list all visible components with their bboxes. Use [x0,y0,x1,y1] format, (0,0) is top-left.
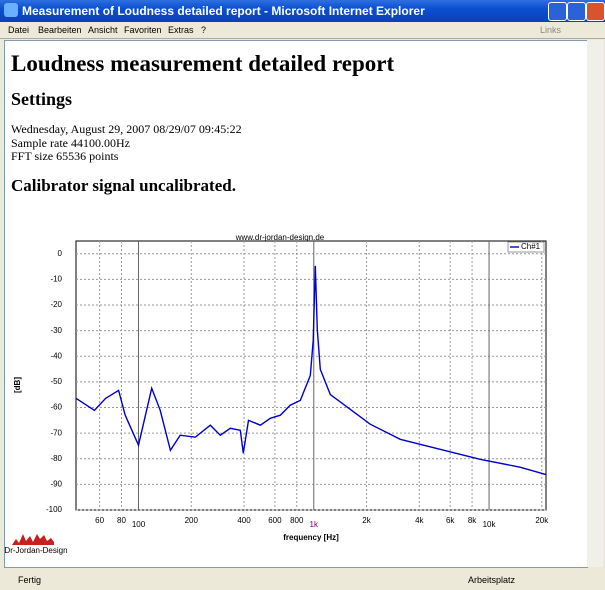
status-bar: Fertig Arbeitsplatz [0,570,605,590]
x-tick-label: 4k [415,516,424,525]
menu-item[interactable]: Extras [168,25,194,35]
y-tick-label: -50 [50,377,62,386]
x-tick-label: 6k [446,516,455,525]
minimize-button[interactable] [548,2,567,21]
x-tick-label: 60 [95,516,104,525]
settings-heading: Settings [11,89,73,109]
x-tick-label: 2k [362,516,371,525]
menu-item[interactable]: Bearbeiten [38,25,82,35]
y-tick-label: -60 [50,403,62,412]
x-tick-label: 200 [185,516,199,525]
legend-label: Ch#1 [521,242,541,251]
x-tick-label: 800 [290,516,304,525]
maximize-button[interactable] [567,2,586,21]
y-tick-label: -10 [50,275,62,284]
x-tick-label: 10k [483,520,497,529]
x-axis-label: frequency [Hz] [283,533,339,542]
menu-item[interactable]: Favoriten [124,25,162,35]
x-tick-label: 20k [535,516,549,525]
settings-line: Wednesday, August 29, 2007 08/29/07 09:4… [11,122,242,136]
x-tick-label: 1k [310,520,319,529]
title-bar: Measurement of Loudness detailed report … [0,0,605,22]
logo-text: Dr-Jordan-Design [4,546,67,555]
chart: www.dr-jordan-design.de frequency [Hz] [… [4,233,549,555]
window-title: Measurement of Loudness detailed report … [22,4,425,18]
y-tick-label: -20 [50,300,62,309]
x-tick-label: 400 [237,516,251,525]
y-tick-label: -40 [50,351,62,360]
y-tick-label: -30 [50,326,62,335]
x-tick-label: 8k [468,516,477,525]
y-axis-label: [dB] [13,377,22,393]
legend-box [507,241,545,253]
x-tick-label: 80 [117,516,126,525]
series-line [75,265,547,476]
zone-text: Arbeitsplatz [468,575,516,585]
y-tick-label: -70 [50,428,62,437]
close-button[interactable] [586,2,605,21]
y-tick-label: 0 [58,249,63,258]
settings-line: Sample rate 44100.00Hz [11,136,130,150]
y-tick-label: -100 [46,505,63,514]
menu-item[interactable]: Datei [8,25,30,35]
menu-bar: Datei Bearbeiten Ansicht Favoriten Extra… [0,22,605,39]
logo-graphic [12,534,54,545]
report-title: Loudness measurement detailed report [11,51,395,76]
menu-item[interactable]: ? [201,25,207,35]
x-tick-label: 600 [268,516,282,525]
status-text: Fertig [18,575,42,585]
settings-line: FFT size 65536 points [11,149,119,163]
y-tick-label: -90 [50,479,62,488]
watermark: www.dr-jordan-design.de [235,233,325,242]
calibration-heading: Calibrator signal uncalibrated. [11,176,236,195]
links-button[interactable]: Links [540,25,562,35]
menu-item[interactable]: Ansicht [88,25,118,35]
y-tick-label: -80 [50,454,62,463]
x-tick-label: 100 [132,520,146,529]
scrollbar[interactable] [587,40,603,567]
app-icon [4,3,18,17]
